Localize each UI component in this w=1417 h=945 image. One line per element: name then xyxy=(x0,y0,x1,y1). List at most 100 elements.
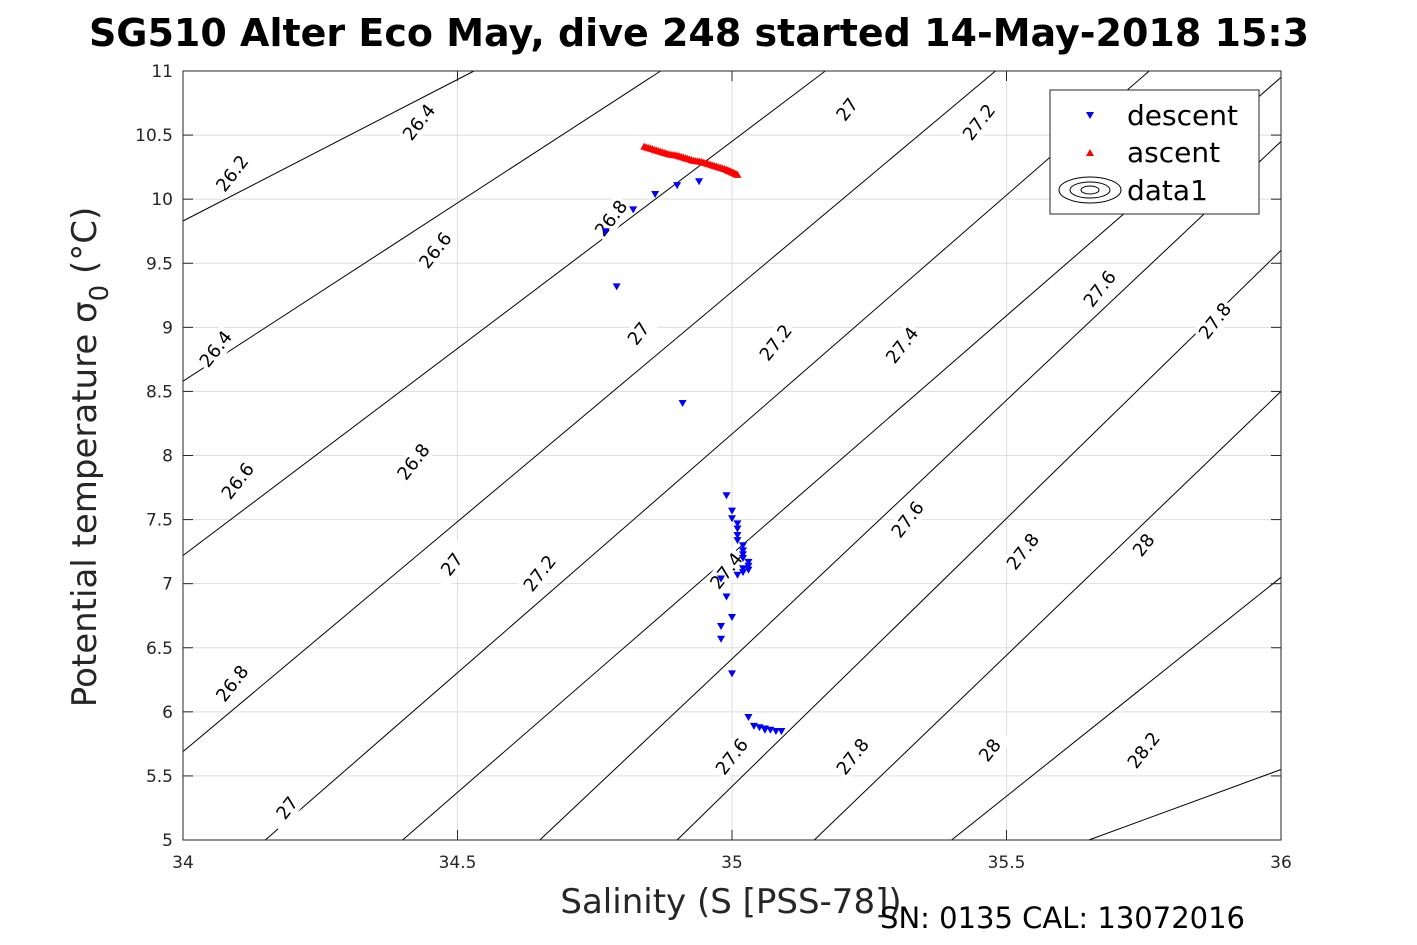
contour-label-bg xyxy=(830,732,876,781)
contour-label-bg xyxy=(215,456,261,506)
contour-label-bg xyxy=(193,324,239,374)
contour-label-bg xyxy=(1121,726,1167,775)
descent-point xyxy=(744,713,753,721)
grid-lines xyxy=(183,71,1281,840)
contour-line xyxy=(264,70,1150,841)
descent-point xyxy=(738,555,747,563)
contour-label-bg xyxy=(588,194,634,243)
contour-label-bg xyxy=(956,98,1002,147)
y-tick-label: 5.5 xyxy=(146,767,173,787)
descent-point xyxy=(733,520,742,528)
legend-descent-label: descent xyxy=(1127,99,1238,132)
contour-label-bg xyxy=(1077,264,1123,314)
descent-point xyxy=(777,728,786,736)
y-tick-label: 5 xyxy=(162,831,173,851)
descent-point xyxy=(733,571,742,579)
descent-point xyxy=(738,551,747,559)
contour-label-bg xyxy=(1121,521,1167,570)
contour-line xyxy=(676,250,1282,841)
descent-point xyxy=(733,537,742,545)
y-tick-label: 8.5 xyxy=(146,382,173,402)
contour-line xyxy=(182,70,661,382)
legend-ascent-label: ascent xyxy=(1127,136,1220,169)
descent-point xyxy=(612,283,621,291)
descent-point xyxy=(717,622,726,630)
contour-line xyxy=(182,70,475,222)
sensor-footnote: SN: 0135 CAL: 13072016 xyxy=(880,901,1245,935)
y-tick-label: 10 xyxy=(151,190,173,210)
descent-point xyxy=(717,575,726,583)
x-axis-label: Salinity (S [PSS-78]) xyxy=(560,882,901,922)
contour-label-bg xyxy=(753,318,799,367)
x-tick-label: 34.5 xyxy=(439,853,477,873)
legend-data1-marker xyxy=(1058,176,1122,204)
y-tick-label: 10.5 xyxy=(135,126,173,146)
legend-ascent-marker xyxy=(1086,149,1094,156)
descent-point xyxy=(678,399,687,407)
contour-line xyxy=(951,576,1282,841)
contour-label-bg xyxy=(429,540,475,589)
y-tick-label: 6.5 xyxy=(146,639,173,659)
descent-point xyxy=(733,525,742,533)
descent-point xyxy=(744,562,753,570)
contour-label-bg xyxy=(396,98,442,147)
contour-label-group: 27.6 xyxy=(709,732,755,781)
contour-label-bg xyxy=(825,85,870,134)
legend: descent ascent data1 xyxy=(1049,89,1260,215)
descent-point xyxy=(738,565,747,573)
contour-label-bg xyxy=(1192,296,1238,346)
y-axis-label-sub: 0 xyxy=(85,285,115,302)
descent-point xyxy=(717,635,726,643)
contour-label-bg xyxy=(885,495,930,544)
x-tick-label: 36 xyxy=(1270,853,1292,873)
ascent-series xyxy=(640,142,742,178)
y-axis-label: Potential temperature σ0 (°C) xyxy=(65,207,115,707)
contour-label-bg xyxy=(879,321,925,370)
y-tick-label: 11 xyxy=(151,62,173,82)
contour-label-bg xyxy=(704,546,749,596)
descent-point xyxy=(722,492,731,500)
descent-point xyxy=(744,558,753,566)
y-axis-label-tail: (°C) xyxy=(65,207,105,285)
y-tick-label: 7 xyxy=(162,575,173,595)
y-tick-label: 7.5 xyxy=(146,511,173,531)
descent-point xyxy=(728,613,736,621)
descent-point xyxy=(629,206,638,214)
contour-label-bg xyxy=(517,549,563,598)
descent-point xyxy=(760,726,769,734)
descent-point xyxy=(728,515,736,523)
descent-point xyxy=(722,593,731,601)
contour-label-bg xyxy=(709,732,755,781)
contour-line xyxy=(1088,769,1282,841)
x-tick-label: 35.5 xyxy=(988,853,1026,873)
descent-point xyxy=(728,670,736,678)
contour-label-bg xyxy=(967,726,1013,775)
descent-point xyxy=(771,728,780,736)
contour-label-bg xyxy=(210,149,255,198)
contour-line xyxy=(182,70,826,556)
descent-point xyxy=(738,547,747,555)
y-tick-label: 9.5 xyxy=(146,254,173,274)
descent-point xyxy=(728,507,736,515)
y-tick-label: 6 xyxy=(162,703,173,723)
y-tick-label: 8 xyxy=(162,447,173,467)
legend-data1-label: data1 xyxy=(1127,174,1208,207)
contour-label-bg xyxy=(413,226,458,275)
descent-point xyxy=(651,191,660,199)
descent-point xyxy=(673,182,682,190)
y-axis-label-main: Potential temperature σ xyxy=(65,301,105,707)
contour-line xyxy=(539,141,1282,841)
contour-label-bg xyxy=(265,783,310,833)
descent-point xyxy=(738,542,747,550)
x-tick-label: 34 xyxy=(172,853,194,873)
contour-line xyxy=(813,391,1282,841)
descent-point xyxy=(695,178,704,186)
contour-label-bg xyxy=(616,309,661,358)
y-tick-label: 9 xyxy=(162,318,173,338)
x-tick-label: 35 xyxy=(721,853,743,873)
chart-title: SG510 Alter Eco May, dive 248 started 14… xyxy=(89,11,1309,55)
contour-label-bg xyxy=(210,659,255,708)
descent-point xyxy=(738,569,747,577)
descent-series xyxy=(601,178,786,736)
